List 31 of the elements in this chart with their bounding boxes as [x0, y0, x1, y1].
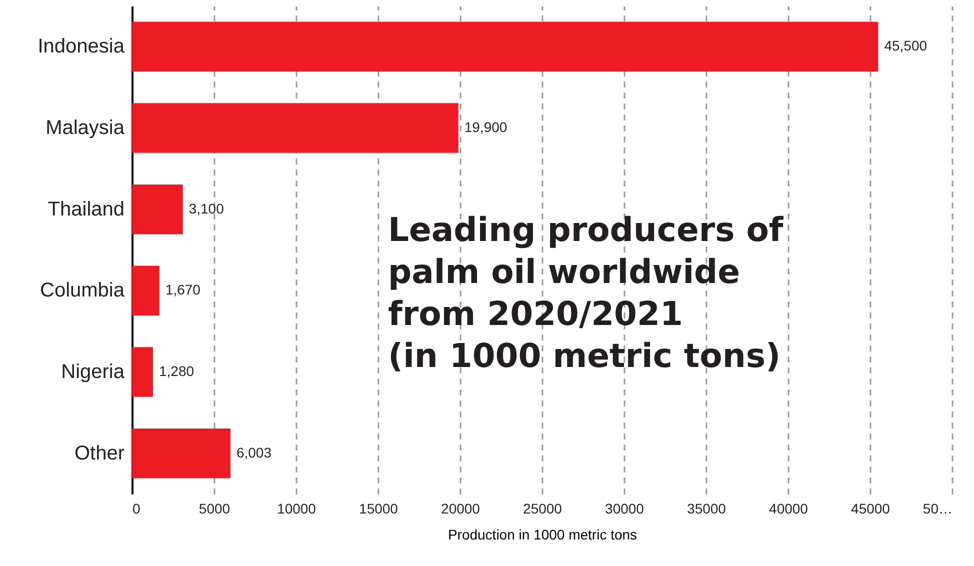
text: Leading producers of palm oil worldwide from 2020/2021 (in 1000 metric tons)	[388, 210, 784, 375]
data-label: 1,670	[165, 282, 201, 298]
data-label: 1,280	[158, 363, 194, 379]
bar	[132, 266, 160, 316]
x-axis-title: Production in 1000 metric tons	[448, 526, 638, 542]
bar	[132, 103, 458, 153]
x-tick-label: 25000	[523, 500, 562, 516]
bar	[132, 22, 878, 72]
y-tick-label: Columbia	[40, 280, 126, 302]
data-label: 3,100	[188, 200, 224, 216]
bar	[132, 184, 183, 234]
y-tick-label: Thailand	[48, 198, 124, 220]
y-tick-label: Indonesia	[38, 36, 126, 58]
x-tick-label: 30000	[605, 500, 644, 516]
x-tick-label: 5000	[198, 500, 230, 516]
data-label: 6,003	[236, 444, 272, 460]
x-tick-label: 20000	[441, 500, 480, 516]
x-tick-label: 35000	[687, 500, 726, 516]
x-tick-label: 40000	[769, 500, 808, 516]
data-label: 45,500	[884, 38, 928, 54]
x-tick-label: 10000	[277, 500, 316, 516]
data-label: 19,900	[464, 119, 508, 135]
y-tick-label: Other	[74, 442, 125, 464]
y-tick-label: Nigeria	[61, 361, 126, 383]
x-tick-label: 0	[132, 500, 140, 516]
bar	[132, 428, 230, 478]
bar	[132, 347, 153, 397]
x-tick-label: 45000	[851, 500, 890, 516]
x-tick-label: 50…	[922, 500, 952, 516]
x-tick-label: 15000	[359, 500, 398, 516]
y-tick-label: Malaysia	[46, 117, 126, 139]
